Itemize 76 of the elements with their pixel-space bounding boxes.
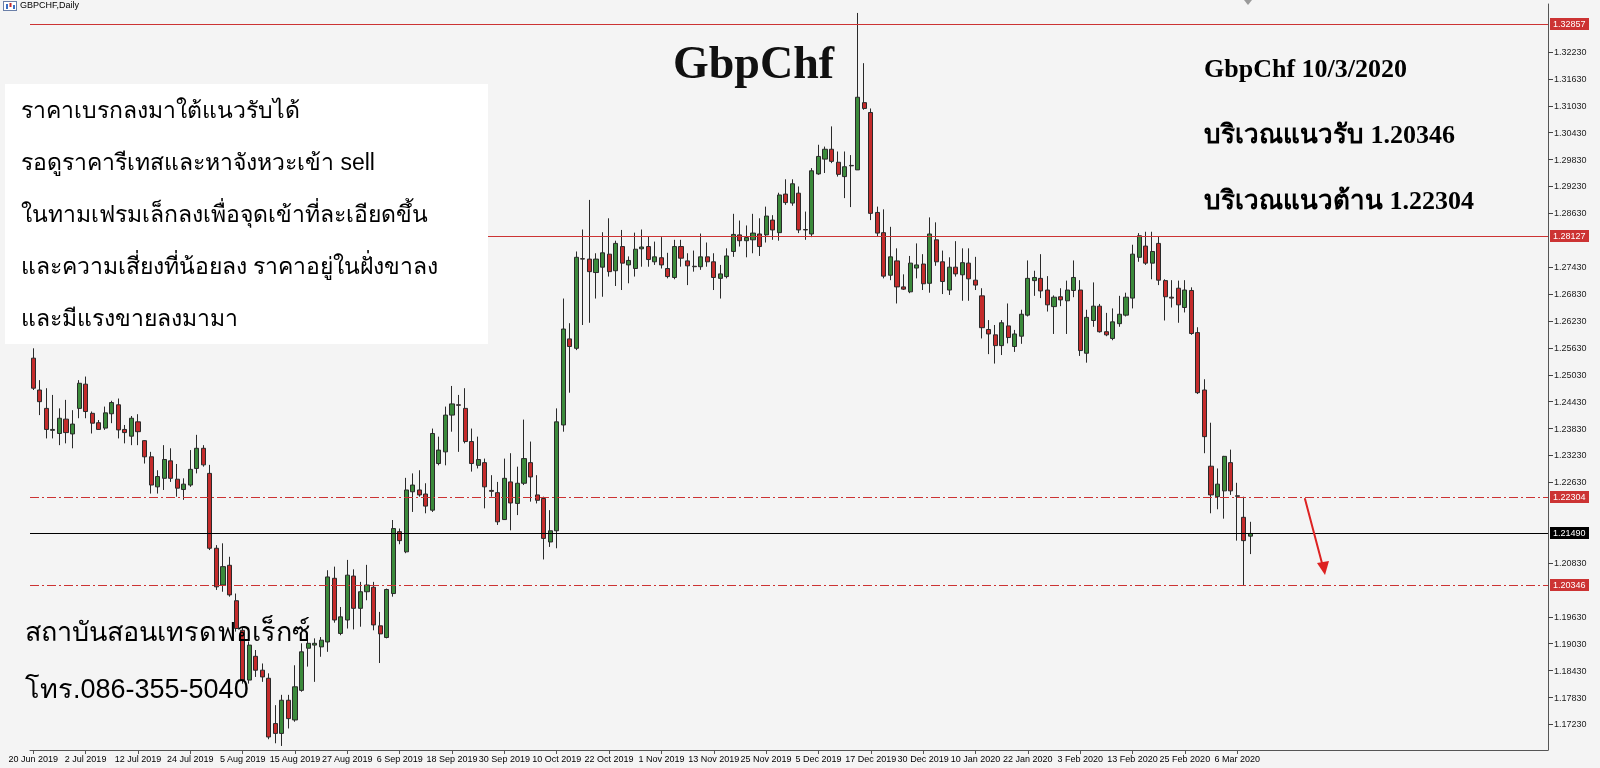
x-tick-label: 30 Sep 2019 (478, 753, 530, 764)
y-tick-label: 1.29230 (1554, 181, 1587, 192)
annotation: ราคาเบรกลงมาใต้แนวรับได้ รอดูราคารีเทสและหาจังหวะเข้า sell ในทามเฟรมเล็กลงเพื่อจุดเข้าที่ละเอียดขึ้น และความเสี่ยงที่น้อยลง ราคาอยู่ในฝั่งขาลง และมีแรงขายลงมามา (5, 84, 488, 344)
candlestick (37, 379, 42, 416)
candlestick (194, 434, 199, 474)
candlestick (868, 107, 873, 221)
y-tick-label: 1.23230 (1554, 450, 1587, 461)
y-tick-label: 1.26230 (1554, 315, 1587, 326)
y-tick-label: 1.31630 (1554, 73, 1587, 84)
y-tick-label: 1.28630 (1554, 208, 1587, 219)
ref-line-label: 1.21490 (1550, 527, 1589, 540)
y-tick-label: 1.19630 (1554, 611, 1587, 622)
x-tick-label: 6 Sep 2019 (376, 753, 423, 764)
y-tick-label: 1.20830 (1554, 558, 1587, 569)
x-tick-label: 15 Aug 2019 (269, 753, 321, 764)
x-tick-label: 25 Nov 2019 (740, 753, 792, 764)
x-tick-label: 2 Jul 2019 (64, 753, 107, 764)
y-tick-label: 1.17830 (1554, 692, 1587, 703)
x-tick-label: 6 Mar 2020 (1214, 753, 1260, 764)
candlestick (979, 287, 985, 339)
y-tick-label: 1.25030 (1554, 369, 1587, 380)
candlestick (1202, 378, 1207, 454)
candlestick (31, 347, 36, 391)
ref-line-label: 1.28127 (1550, 229, 1589, 242)
x-tick-label: 3 Feb 2020 (1057, 753, 1103, 764)
x-tick-label: 22 Oct 2019 (584, 753, 634, 764)
x-tick-label: 22 Jan 2020 (1003, 753, 1053, 764)
candlestick (1248, 521, 1253, 555)
x-tick-label: 18 Sep 2019 (426, 753, 478, 764)
y-tick-label: 1.24430 (1554, 396, 1587, 407)
y-tick-label: 1.29830 (1554, 154, 1587, 165)
candlestick (665, 252, 670, 279)
annotation: GBPCHF,Daily (20, 0, 80, 11)
y-tick-label: 1.27430 (1554, 262, 1587, 273)
ref-line-label: 1.20346 (1550, 578, 1589, 591)
candlestick (986, 319, 991, 355)
x-tick-label: 20 Jun 2019 (8, 753, 59, 764)
ref-line-label: 1.22304 (1550, 490, 1589, 503)
candlestick (685, 252, 690, 286)
y-tick-label: 1.31030 (1554, 100, 1587, 111)
x-tick-label: 30 Dec 2019 (897, 753, 949, 764)
x-tick-label: 10 Oct 2019 (532, 753, 582, 764)
candlestick (862, 62, 867, 111)
x-tick-label: 13 Feb 2020 (1107, 753, 1158, 764)
y-tick-label: 1.25630 (1554, 342, 1587, 353)
text: GbpChf (673, 36, 835, 88)
x-tick-label: 25 Feb 2020 (1159, 753, 1211, 764)
candlestick (1163, 278, 1168, 322)
y-tick-label: 1.32230 (1554, 46, 1587, 57)
y-tick-label: 1.18430 (1554, 665, 1587, 676)
y-tick-label: 1.30430 (1554, 127, 1587, 138)
candlestick (266, 672, 271, 740)
y-tick-label: 1.19030 (1554, 638, 1587, 649)
y-tick-label: 1.26830 (1554, 289, 1587, 300)
x-tick-label: 24 Jul 2019 (167, 753, 214, 764)
candlestick (201, 444, 206, 468)
x-tick-label: 13 Nov 2019 (688, 753, 740, 764)
text: GbpChf 10/3/2020 บริเวณแนวรับ 1.20346 บริเวณแนวต้าน 1.22304 (1204, 54, 1474, 215)
candlestick (142, 439, 147, 465)
x-tick-label: 17 Dec 2019 (845, 753, 897, 764)
candlestick (973, 256, 978, 291)
ref-line-label: 1.32857 (1550, 17, 1589, 30)
y-tick-label: 1.17230 (1554, 719, 1587, 730)
x-tick-label: 5 Dec 2019 (795, 753, 842, 764)
x-tick-label: 27 Aug 2019 (322, 753, 373, 764)
x-tick-label: 12 Jul 2019 (114, 753, 162, 764)
x-tick-label: 10 Jan 2020 (950, 753, 1001, 764)
candlestick (188, 449, 193, 488)
y-tick-label: 1.22630 (1554, 477, 1587, 488)
x-tick-label: 5 Aug 2019 (219, 753, 266, 764)
candlestick (633, 232, 638, 278)
candlestick (260, 662, 265, 683)
x-tick-label: 1 Nov 2019 (638, 753, 685, 764)
candlestick (639, 229, 644, 268)
candlestick (1169, 279, 1174, 309)
y-tick-label: 1.23830 (1554, 423, 1587, 434)
